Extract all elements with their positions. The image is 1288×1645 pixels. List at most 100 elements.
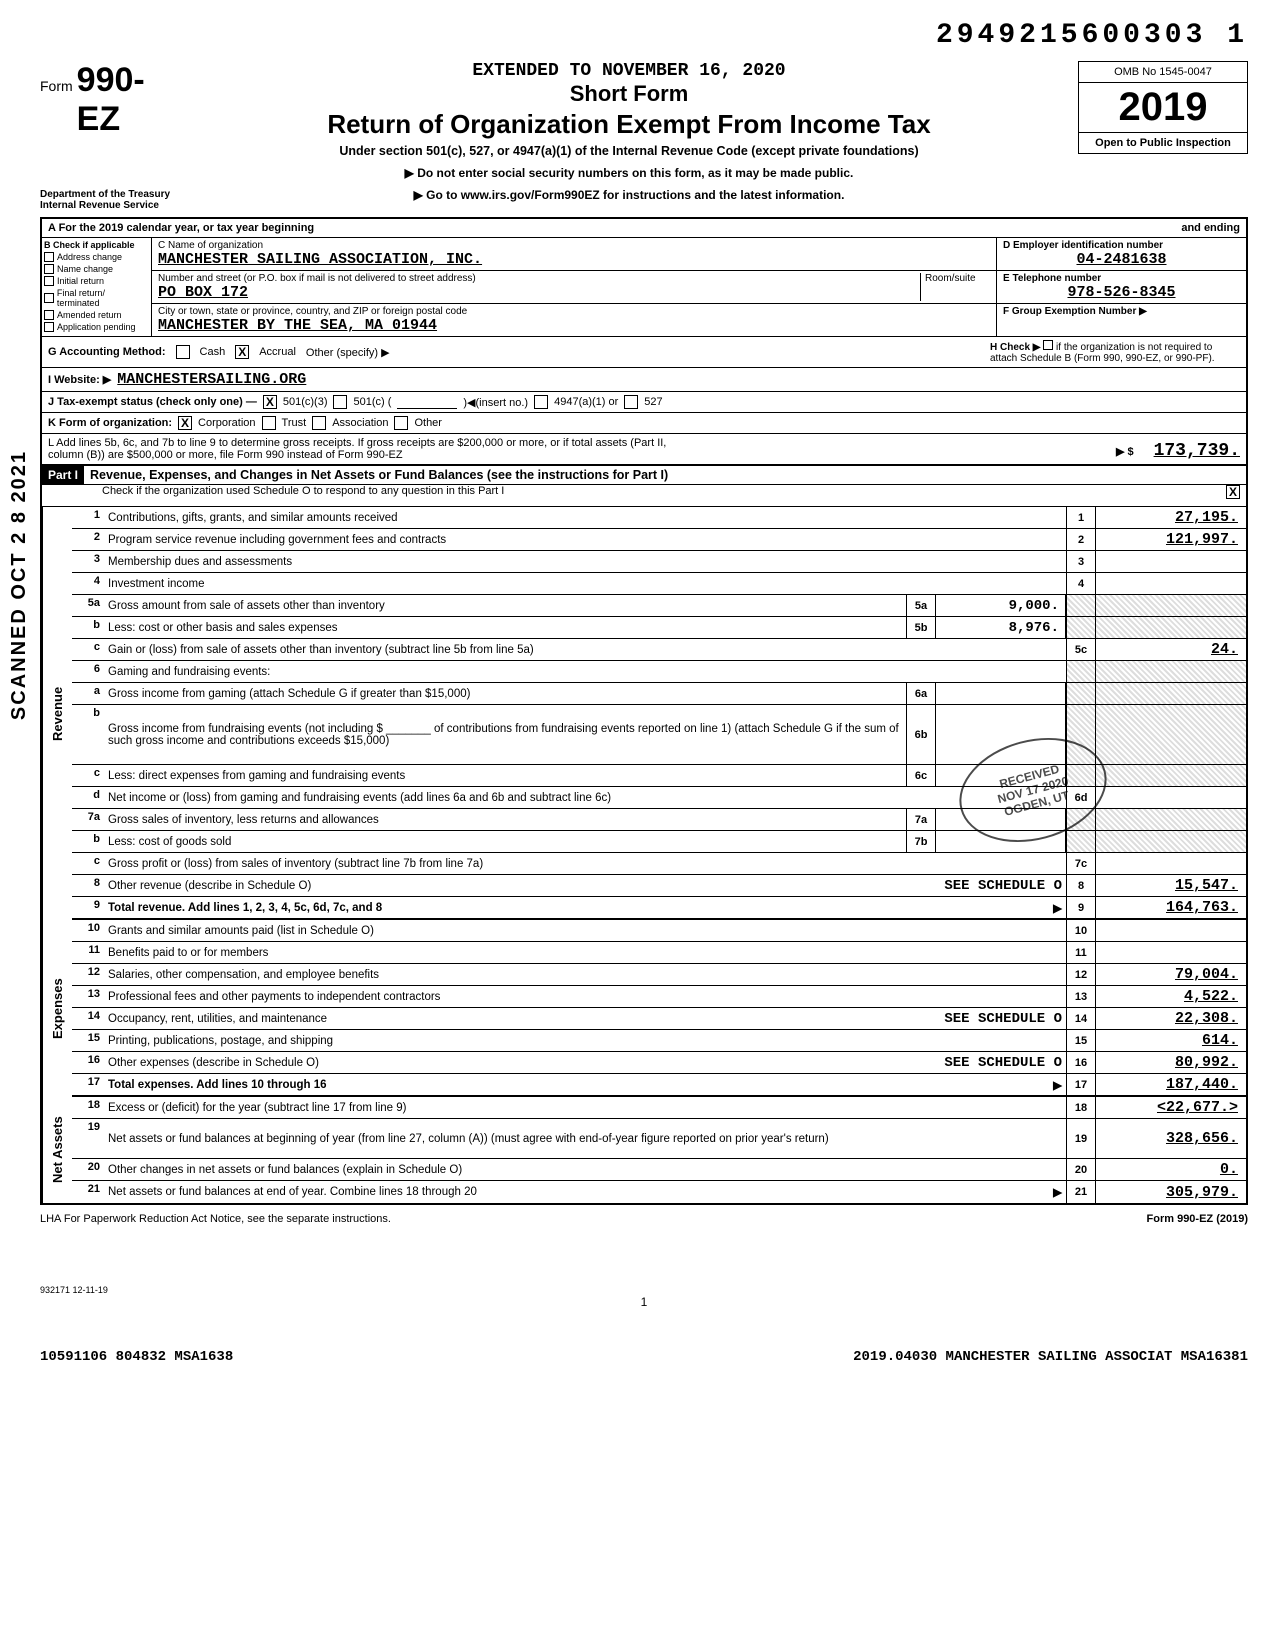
- ln6a-num: a: [72, 683, 104, 704]
- ln20-num: 20: [72, 1159, 104, 1180]
- ln5a-num: 5a: [72, 595, 104, 616]
- ln8-rn: 8: [1066, 875, 1096, 896]
- ln5b-num: b: [72, 617, 104, 638]
- ln3-num: 3: [72, 551, 104, 572]
- form-header: Form 990-EZ Department of the Treasury I…: [40, 61, 1248, 211]
- ln6-shade2: [1096, 661, 1246, 682]
- dept-treasury: Department of the Treasury: [40, 189, 180, 200]
- ln6-shade: [1066, 661, 1096, 682]
- row-a-label: A For the 2019 calendar year, or tax yea…: [48, 222, 314, 234]
- checkbox-final-return[interactable]: [44, 293, 54, 303]
- extended-date: EXTENDED TO NOVEMBER 16, 2020: [190, 61, 1068, 81]
- checkbox-schedule-o[interactable]: X: [1226, 485, 1240, 499]
- k-other: Other: [414, 417, 442, 429]
- ln7b-desc: Less: cost of goods sold: [104, 831, 906, 852]
- ln5a-mv: 9,000.: [936, 595, 1066, 616]
- ln8-val: 15,547.: [1096, 875, 1246, 896]
- ln9-val: 164,763.: [1096, 897, 1246, 918]
- bottom-right-code: 2019.04030 MANCHESTER SAILING ASSOCIAT M…: [853, 1349, 1248, 1365]
- ln17-val: 187,440.: [1096, 1074, 1246, 1095]
- checkbox-trust[interactable]: [262, 416, 276, 430]
- checkbox-pending[interactable]: [44, 322, 54, 332]
- ln1-val: 27,195.: [1096, 507, 1246, 528]
- checkbox-corp[interactable]: X: [178, 416, 192, 430]
- ln7a-num: 7a: [72, 809, 104, 830]
- ln6c-num: c: [72, 765, 104, 786]
- ln7c-num: c: [72, 853, 104, 874]
- ln12-num: 12: [72, 964, 104, 985]
- ln21-desc: Net assets or fund balances at end of ye…: [104, 1181, 1066, 1203]
- e-phone-label: E Telephone number: [1003, 273, 1240, 284]
- ln15-num: 15: [72, 1030, 104, 1051]
- g-label: G Accounting Method:: [48, 346, 166, 358]
- checkbox-accrual[interactable]: X: [235, 345, 249, 359]
- ln6c-desc: Less: direct expenses from gaming and fu…: [104, 765, 906, 786]
- ln16-num: 16: [72, 1052, 104, 1073]
- checkbox-initial-return[interactable]: [44, 276, 54, 286]
- ln6b-mn: 6b: [906, 705, 936, 764]
- j-insert-blank: [397, 395, 457, 409]
- g-accrual: Accrual: [259, 346, 296, 358]
- ln6a-desc: Gross income from gaming (attach Schedul…: [104, 683, 906, 704]
- document-number: 2949215600303 1: [936, 20, 1248, 51]
- checkbox-527[interactable]: [624, 395, 638, 409]
- ln18-val: <22,677.>: [1096, 1097, 1246, 1118]
- checkbox-501c[interactable]: [333, 395, 347, 409]
- instruction-web: ▶ Go to www.irs.gov/Form990EZ for instru…: [190, 188, 1068, 202]
- checkbox-h[interactable]: [1043, 340, 1053, 350]
- ln8-desc: Other revenue (describe in Schedule O)SE…: [104, 875, 1066, 896]
- ln2-val: 121,997.: [1096, 529, 1246, 550]
- address: PO BOX 172: [158, 284, 920, 301]
- ln17-arrow: ▶: [1053, 1078, 1062, 1092]
- ln6a-mn: 6a: [906, 683, 936, 704]
- opt-pending: Application pending: [57, 322, 136, 332]
- ln3-val: [1096, 551, 1246, 572]
- ln15-val: 614.: [1096, 1030, 1246, 1051]
- checkbox-501c3[interactable]: X: [263, 395, 277, 409]
- checkbox-other[interactable]: [394, 416, 408, 430]
- d-ein-label: D Employer identification number: [1003, 240, 1240, 251]
- checkbox-address-change[interactable]: [44, 252, 54, 262]
- ln6a-shade2: [1096, 683, 1246, 704]
- ln21-arrow: ▶: [1053, 1185, 1062, 1199]
- ln5c-val: 24.: [1096, 639, 1246, 660]
- ln5b-mv: 8,976.: [936, 617, 1066, 638]
- ln17-num: 17: [72, 1074, 104, 1095]
- open-public: Open to Public Inspection: [1079, 133, 1247, 153]
- checkbox-amended[interactable]: [44, 310, 54, 320]
- subtitle: Under section 501(c), 527, or 4947(a)(1)…: [190, 144, 1068, 158]
- col-b-checkboxes: B Check if applicable Address change Nam…: [42, 238, 152, 336]
- ln6d-val: [1096, 787, 1246, 808]
- g-other: Other (specify) ▶: [306, 346, 390, 359]
- form-word: Form: [40, 78, 73, 94]
- row-a-ending: and ending: [1181, 222, 1240, 234]
- ln15-desc: Printing, publications, postage, and shi…: [104, 1030, 1066, 1051]
- ln14-val: 22,308.: [1096, 1008, 1246, 1029]
- j-527: 527: [644, 396, 662, 408]
- phone: 978-526-8345: [1003, 284, 1240, 301]
- ln17-rn: 17: [1066, 1074, 1096, 1095]
- j-insert: )◀(insert no.): [463, 396, 528, 409]
- checkbox-cash[interactable]: [176, 345, 190, 359]
- checkbox-4947[interactable]: [534, 395, 548, 409]
- form-number: 990-EZ: [77, 61, 180, 139]
- ln8-sched: SEE SCHEDULE O: [944, 878, 1062, 894]
- ln6d-desc: Net income or (loss) from gaming and fun…: [104, 787, 1066, 808]
- addr-label: Number and street (or P.O. box if mail i…: [158, 273, 920, 284]
- ln6d-num: d: [72, 787, 104, 808]
- ln10-desc: Grants and similar amounts paid (list in…: [104, 920, 1066, 941]
- j-label: J Tax-exempt status (check only one) —: [48, 396, 257, 408]
- ln11-rn: 11: [1066, 942, 1096, 963]
- checkbox-assoc[interactable]: [312, 416, 326, 430]
- ln6a-mv: [936, 683, 1066, 704]
- ln21-rn: 21: [1066, 1181, 1096, 1203]
- ln7c-rn: 7c: [1066, 853, 1096, 874]
- l-text1: L Add lines 5b, 6c, and 7b to line 9 to …: [48, 437, 666, 449]
- opt-address-change: Address change: [57, 252, 122, 262]
- ln14-num: 14: [72, 1008, 104, 1029]
- checkbox-name-change[interactable]: [44, 264, 54, 274]
- col-b-header: B Check if applicable: [44, 240, 149, 250]
- ln7a-mn: 7a: [906, 809, 936, 830]
- ln4-rn: 4: [1066, 573, 1096, 594]
- part1-check-text: Check if the organization used Schedule …: [42, 485, 1226, 506]
